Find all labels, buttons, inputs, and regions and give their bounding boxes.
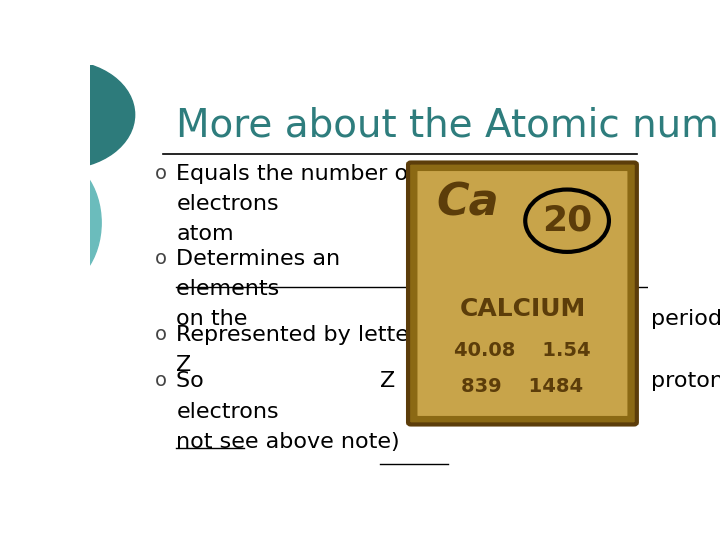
Text: Z: Z <box>380 371 395 392</box>
FancyBboxPatch shape <box>416 170 629 417</box>
Text: Equals the number of: Equals the number of <box>176 164 416 184</box>
Text: o: o <box>156 248 167 268</box>
FancyBboxPatch shape <box>408 163 637 424</box>
Text: o: o <box>156 371 167 390</box>
Text: 20: 20 <box>542 204 593 238</box>
Text: 839    1484: 839 1484 <box>462 377 583 396</box>
Ellipse shape <box>1 156 101 289</box>
Text: Represented by letter: Represented by letter <box>176 325 418 345</box>
Circle shape <box>0 60 135 168</box>
Text: So: So <box>176 371 212 392</box>
Text: =: = <box>448 371 481 392</box>
Text: Determines an: Determines an <box>176 248 341 268</box>
Text: elements: elements <box>176 279 287 299</box>
Text: electrons: electrons <box>176 194 279 214</box>
Text: on the: on the <box>176 309 255 329</box>
Text: Ca: Ca <box>436 181 498 224</box>
Text: 40.08    1.54: 40.08 1.54 <box>454 341 591 360</box>
Text: not see above note): not see above note) <box>176 432 400 452</box>
Text: protons: protons <box>652 371 720 392</box>
Text: o: o <box>156 325 167 343</box>
Text: atom: atom <box>176 225 234 245</box>
Text: Z: Z <box>176 355 192 375</box>
Text: o: o <box>156 164 167 183</box>
Text: CALCIUM: CALCIUM <box>459 297 585 321</box>
Text: periodic table: periodic table <box>652 309 720 329</box>
Text: More about the Atomic number: More about the Atomic number <box>176 106 720 144</box>
Text: electrons: electrons <box>176 402 279 422</box>
